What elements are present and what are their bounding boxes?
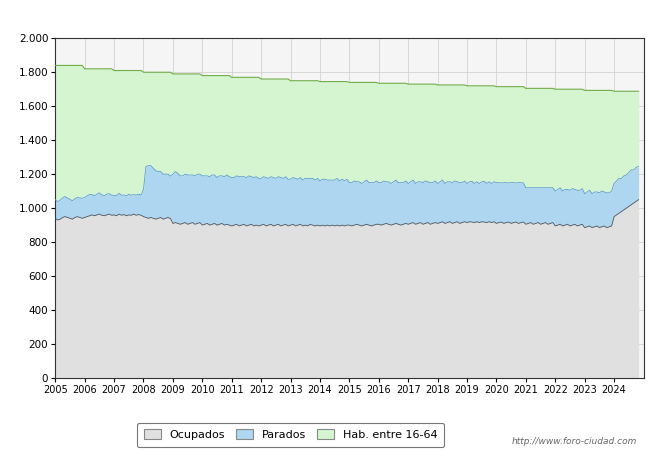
Text: foro-ciudad.com: foro-ciudad.com — [210, 221, 489, 250]
Text: Cambil - Evolucion de la poblacion en edad de Trabajar Noviembre de 2024: Cambil - Evolucion de la poblacion en ed… — [73, 10, 577, 23]
Text: http://www.foro-ciudad.com: http://www.foro-ciudad.com — [512, 436, 637, 446]
Legend: Ocupados, Parados, Hab. entre 16-64: Ocupados, Parados, Hab. entre 16-64 — [137, 423, 444, 447]
